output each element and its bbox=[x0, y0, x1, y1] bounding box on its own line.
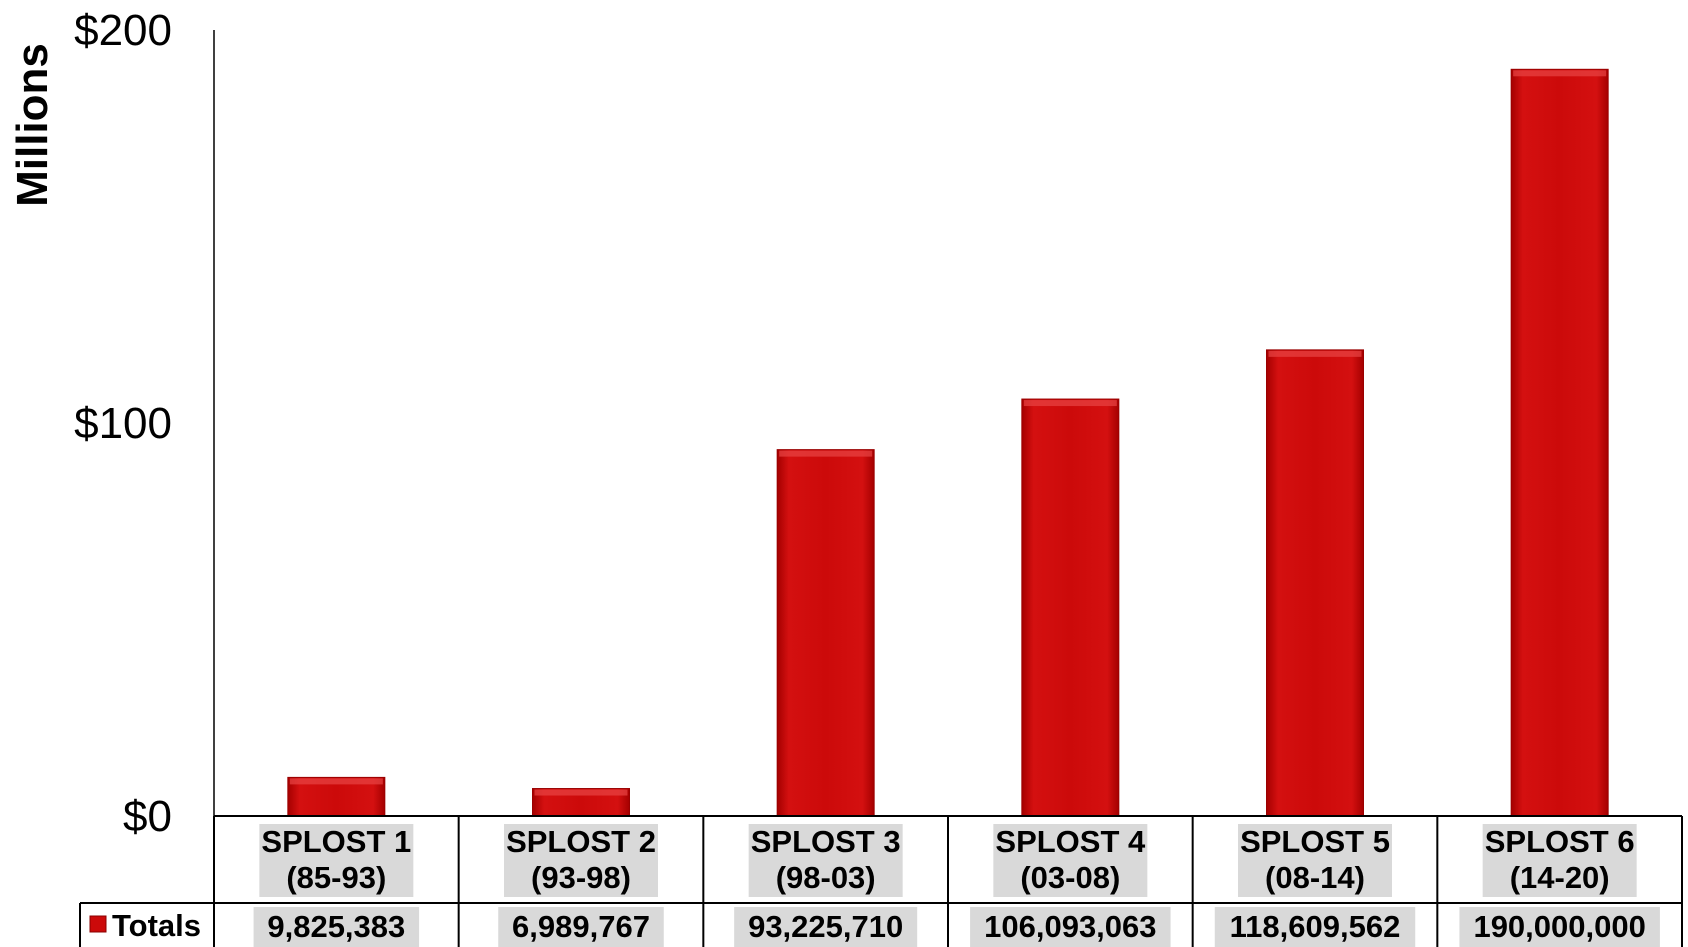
value-label: 6,989,767 bbox=[512, 909, 650, 944]
value-label: 190,000,000 bbox=[1473, 909, 1645, 944]
bar bbox=[1510, 68, 1609, 817]
y-tick-label: $200 bbox=[74, 6, 172, 55]
x-category-label: SPLOST 1(85-93) bbox=[259, 824, 414, 897]
value-highlight bbox=[1214, 907, 1416, 947]
x-category-label: SPLOST 4(03-08) bbox=[993, 824, 1148, 897]
y-axis: $0 $100 $200 Millions bbox=[8, 6, 215, 841]
bars bbox=[287, 68, 1609, 817]
x-category-label: SPLOST 6(14-20) bbox=[1482, 824, 1637, 897]
bar bbox=[532, 788, 630, 817]
bar bbox=[1266, 349, 1364, 817]
legend-swatch bbox=[89, 915, 107, 933]
category-label-line1: SPLOST 5 bbox=[1240, 824, 1390, 859]
table-value-cell: 118,609,562 bbox=[1214, 907, 1416, 947]
bar-body bbox=[1266, 349, 1364, 817]
category-label-line2: (93-98) bbox=[531, 860, 631, 895]
value-label: 9,825,383 bbox=[267, 909, 405, 944]
bar-body bbox=[1510, 68, 1609, 817]
bar-body bbox=[776, 449, 875, 817]
bar-bevel bbox=[1513, 70, 1607, 77]
bar-body bbox=[1021, 398, 1120, 817]
value-highlight bbox=[498, 907, 664, 947]
legend: Totals bbox=[89, 908, 201, 943]
category-label-line1: SPLOST 3 bbox=[751, 824, 901, 859]
y-tick-label: $100 bbox=[74, 399, 172, 448]
table-value-cell: 6,989,767 bbox=[498, 907, 664, 947]
category-highlight bbox=[1482, 824, 1637, 897]
category-highlight bbox=[993, 824, 1148, 897]
category-label-line2: (98-03) bbox=[776, 860, 876, 895]
x-category-label: SPLOST 2(93-98) bbox=[504, 824, 658, 897]
value-highlight bbox=[1459, 907, 1660, 947]
table-value-cell: 106,093,063 bbox=[970, 907, 1171, 947]
bar-bevel bbox=[1268, 350, 1362, 357]
bar-bevel bbox=[1023, 400, 1117, 407]
y-axis-title: Millions bbox=[8, 43, 57, 207]
x-category-label: SPLOST 3(98-03) bbox=[748, 824, 903, 897]
category-highlight bbox=[504, 824, 658, 897]
value-highlight bbox=[734, 907, 918, 947]
table-value-cell: 93,225,710 bbox=[734, 907, 918, 947]
category-label-line2: (14-20) bbox=[1510, 860, 1610, 895]
category-highlight bbox=[259, 824, 414, 897]
x-category-label: SPLOST 5(08-14) bbox=[1238, 824, 1392, 897]
bar-bevel bbox=[289, 778, 383, 785]
value-label: 106,093,063 bbox=[984, 909, 1156, 944]
category-label-line2: (85-93) bbox=[286, 860, 386, 895]
category-label-line1: SPLOST 6 bbox=[1485, 824, 1635, 859]
value-highlight bbox=[253, 907, 420, 947]
y-tick-label: $0 bbox=[123, 792, 172, 841]
category-label-line1: SPLOST 2 bbox=[506, 824, 656, 859]
category-highlight bbox=[748, 824, 903, 897]
bar bbox=[1021, 398, 1120, 817]
bar-bevel bbox=[779, 450, 873, 457]
legend-label: Totals bbox=[112, 908, 201, 943]
table-value-cell: 9,825,383 bbox=[253, 907, 420, 947]
bar-bevel bbox=[534, 789, 628, 796]
value-label: 93,225,710 bbox=[748, 909, 903, 944]
bar bbox=[776, 449, 875, 817]
category-label-line1: SPLOST 1 bbox=[261, 824, 411, 859]
bar bbox=[287, 776, 386, 817]
value-label: 118,609,562 bbox=[1230, 909, 1401, 944]
category-label-line1: SPLOST 4 bbox=[995, 824, 1146, 859]
table-value-cell: 190,000,000 bbox=[1459, 907, 1660, 947]
value-highlight bbox=[970, 907, 1171, 947]
category-highlight bbox=[1238, 824, 1392, 897]
category-label-line2: (03-08) bbox=[1020, 860, 1120, 895]
category-label-line2: (08-14) bbox=[1265, 860, 1365, 895]
